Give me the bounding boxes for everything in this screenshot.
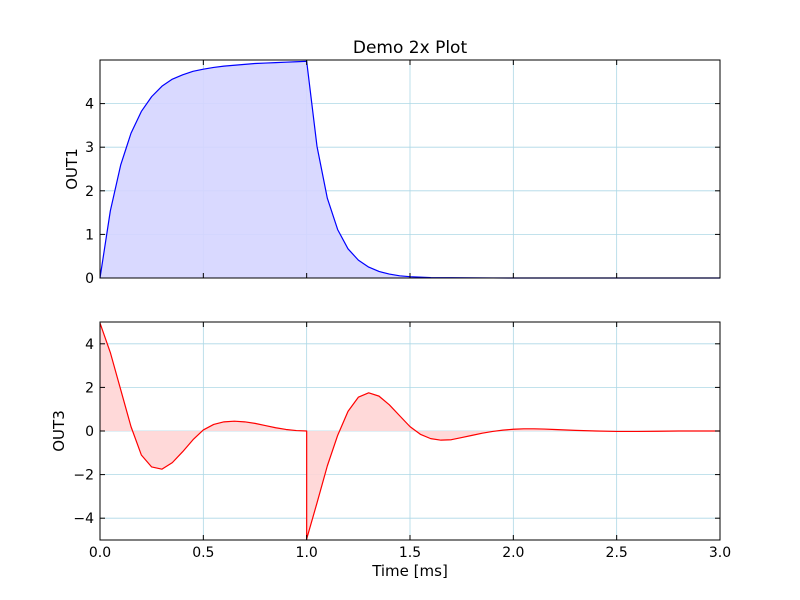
- y-tick-label: −2: [73, 468, 94, 484]
- y-tick-label: 4: [85, 97, 94, 113]
- y-tick-label: 4: [85, 337, 94, 353]
- series-fill-area: [100, 61, 720, 279]
- y-tick-label: 2: [85, 380, 94, 396]
- x-axis-label: Time [ms]: [371, 562, 448, 580]
- y-tick-label: 3: [85, 140, 94, 156]
- x-tick-label: 3.0: [709, 545, 731, 561]
- x-tick-label: 2.0: [502, 545, 524, 561]
- x-tick-label: 0.0: [89, 545, 111, 561]
- x-tick-label: 1.0: [296, 545, 318, 561]
- x-tick-label: 2.5: [606, 545, 628, 561]
- series-fill-area: [100, 323, 720, 539]
- axes-out1: 0 1 2 3 4: [85, 59, 721, 287]
- x-tick-label: 1.5: [399, 545, 421, 561]
- y-axis-label-out3: OUT3: [50, 410, 68, 452]
- axes-out3: 4 2 0 −2 −4 0.0 0.5 1.0 1.5 2.0 2.5 3.0: [73, 321, 731, 561]
- series-line: [99, 322, 720, 540]
- y-tick-label: 1: [85, 227, 94, 243]
- y-tick-label: 2: [85, 184, 94, 200]
- y-tick-label: 0: [85, 271, 94, 287]
- x-tick-label: 0.5: [192, 545, 214, 561]
- y-axis-label-out1: OUT1: [63, 148, 81, 190]
- y-tick-label: −4: [73, 511, 94, 527]
- chart-title: Demo 2x Plot: [353, 38, 468, 58]
- y-tick-label: 0: [85, 424, 94, 440]
